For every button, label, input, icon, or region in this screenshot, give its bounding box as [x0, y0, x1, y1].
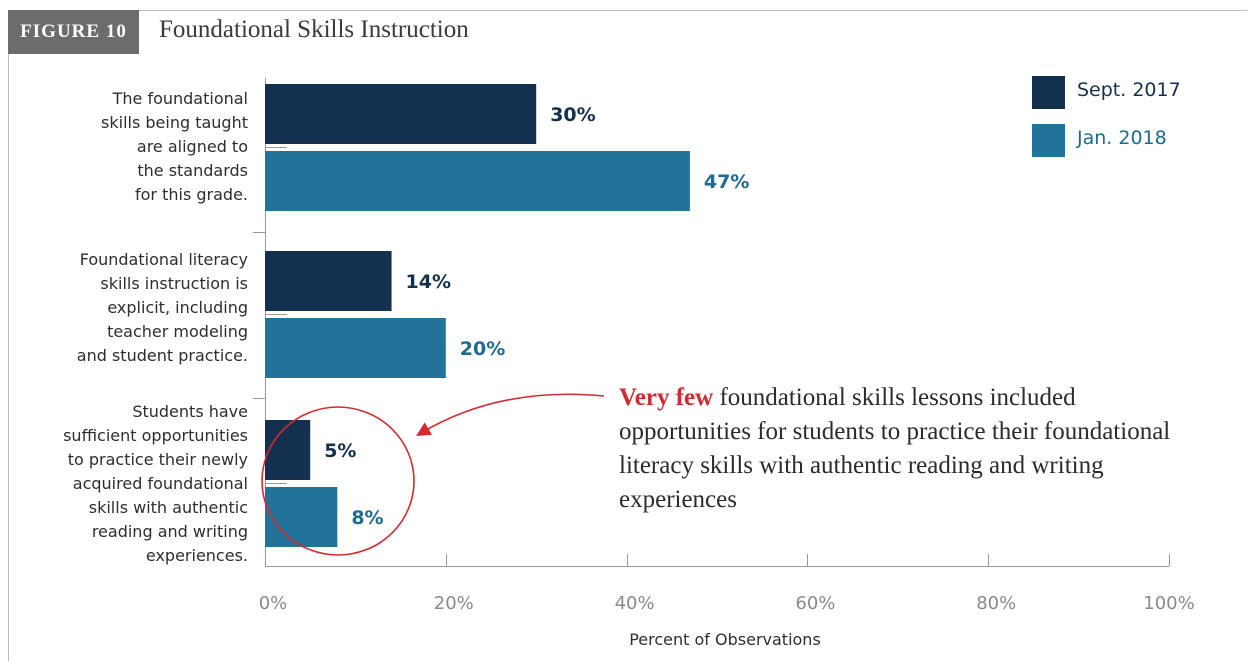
bar-value-label: 14%: [406, 271, 451, 293]
legend-label-jan-2018: Jan. 2018: [1077, 127, 1167, 149]
highlight-circle: [261, 406, 415, 556]
category-label-line: acquired foundational: [72, 474, 248, 493]
category-label-line: skills being taught: [101, 113, 248, 132]
figure-frame-left: [8, 54, 9, 661]
figure-title: Foundational Skills Instruction: [159, 16, 469, 43]
annotation-body: foundational skills lessons included opp…: [619, 384, 1171, 513]
category-label-3: Students have sufficient opportunities to …: [63, 400, 248, 568]
category-label-line: sufficient opportunities: [63, 426, 248, 445]
bar-sept-2017-1: [265, 84, 537, 144]
x-tick-label: 80%: [976, 593, 1016, 614]
x-tick-label: 40%: [615, 593, 655, 614]
annotation-text: Very few foundational skills lessons inc…: [619, 381, 1179, 517]
bar-value-label: 30%: [550, 104, 595, 126]
legend-swatch-jan-2018: [1032, 124, 1065, 157]
category-label-line: skills with authentic: [88, 498, 248, 517]
x-axis-label: Percent of Observations: [629, 630, 821, 649]
category-label-line: Students have: [132, 402, 248, 421]
category-label-line: for this grade.: [135, 185, 248, 204]
bar-jan-2018-3: [265, 487, 338, 547]
category-label-line: to practice their newly: [67, 450, 248, 469]
category-label-line: The foundational: [112, 89, 248, 108]
category-label-line: Foundational literacy: [79, 250, 248, 269]
annotation-highlight: Very few: [619, 384, 714, 411]
legend-swatch-sept-2017: [1032, 76, 1065, 109]
category-label-line: experiences.: [145, 546, 248, 565]
bar-jan-2018-1: [265, 151, 690, 211]
figure-tag: FIGURE 10: [8, 10, 139, 54]
bar-value-label: 5%: [324, 440, 356, 462]
bar-sept-2017-3: [265, 420, 311, 480]
category-label-2: Foundational literacy skills instruction …: [77, 248, 248, 368]
category-label-line: teacher modeling: [107, 322, 248, 341]
category-label-1: The foundational skills being taught are a…: [101, 87, 248, 207]
x-tick-label: 0%: [259, 593, 288, 614]
category-label-line: skills instruction is: [100, 274, 248, 293]
x-tick-label: 60%: [795, 593, 835, 614]
bar-jan-2018-2: [265, 318, 446, 378]
legend-label-sept-2017: Sept. 2017: [1077, 79, 1181, 101]
category-label-line: are aligned to: [136, 137, 248, 156]
x-tick-label: 20%: [434, 593, 474, 614]
category-label-line: the standards: [137, 161, 248, 180]
figure-frame-top: [139, 10, 1247, 11]
category-label-line: reading and writing: [91, 522, 248, 541]
bar-sept-2017-2: [265, 251, 392, 311]
category-label-line: and student practice.: [76, 346, 248, 365]
category-label-line: explicit, including: [107, 298, 248, 317]
annotation-arrow: [416, 393, 605, 436]
bar-value-label: 8%: [351, 507, 383, 529]
x-tick-label: 100%: [1143, 593, 1194, 614]
bar-value-label: 20%: [460, 338, 505, 360]
bar-value-label: 47%: [704, 171, 749, 193]
